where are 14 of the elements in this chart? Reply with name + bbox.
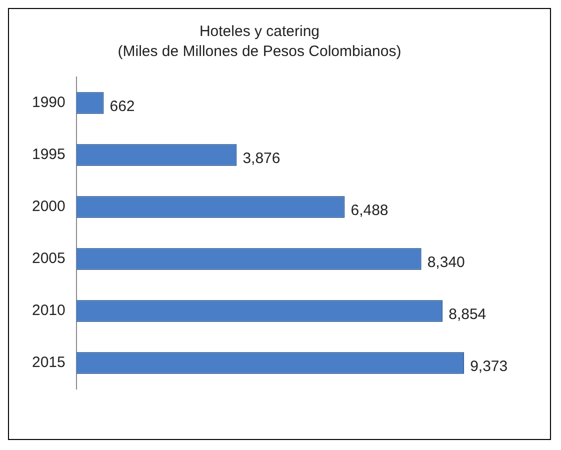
data-label: 9,373	[470, 358, 508, 376]
data-label: 662	[110, 98, 135, 116]
data-label: 8,854	[448, 306, 486, 324]
y-tick-label: 1995	[32, 146, 66, 164]
y-tick-label: 2010	[32, 302, 66, 320]
y-tick-label: 1990	[32, 94, 66, 112]
chart-subtitle: (Miles de Millones de Pesos Colombianos)	[118, 43, 402, 60]
y-tick-label: 2000	[32, 198, 66, 216]
y-tick-label: 2015	[32, 354, 66, 372]
data-label: 8,340	[427, 254, 465, 272]
data-label: 3,876	[242, 150, 280, 168]
y-tick-label: 2005	[32, 250, 66, 268]
data-label: 6,488	[350, 202, 388, 220]
chart-title: Hoteles y catering	[199, 23, 320, 40]
